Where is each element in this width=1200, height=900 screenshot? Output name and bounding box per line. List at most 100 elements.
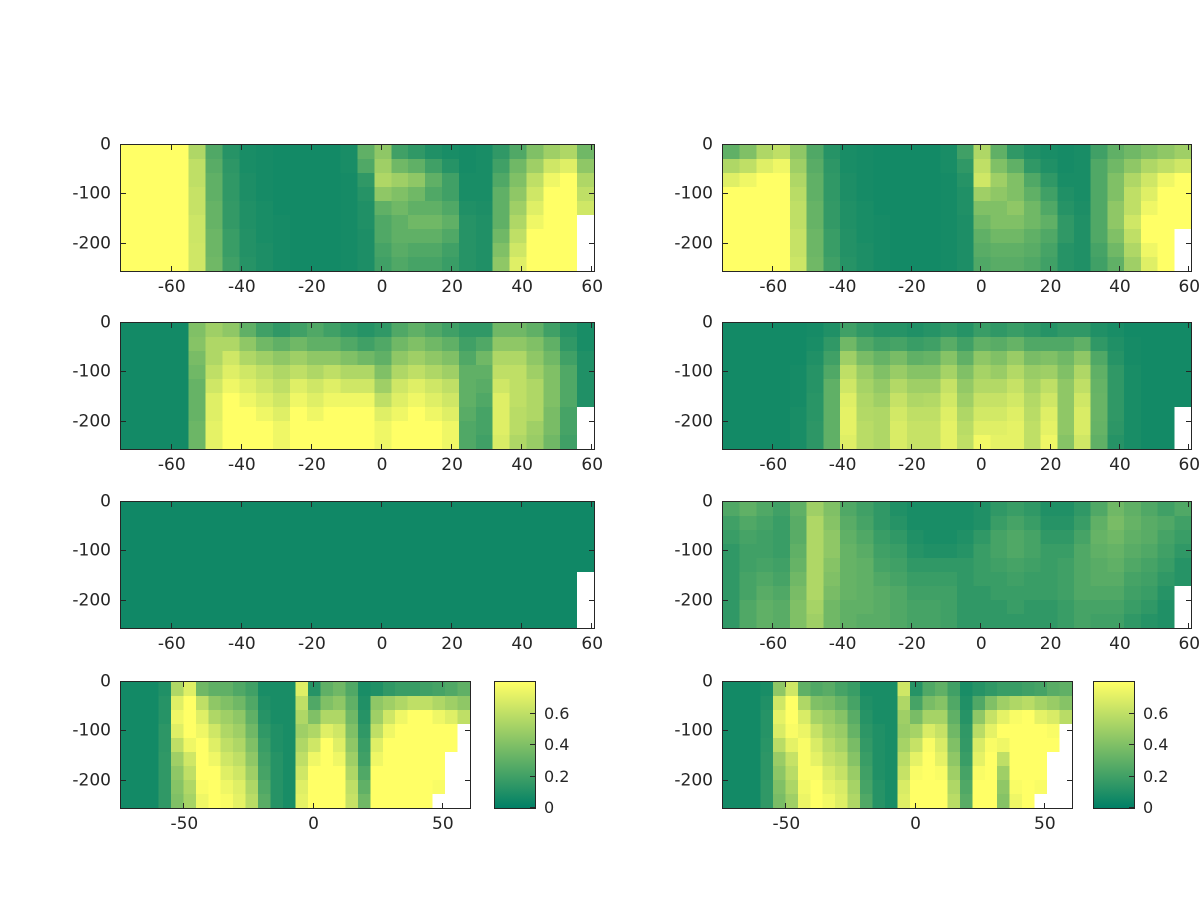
y-tick-mark	[121, 550, 126, 552]
heatmap-canvas	[723, 323, 1191, 449]
x-tick-mark	[521, 502, 523, 507]
x-tick-mark	[980, 323, 982, 328]
x-tick-label: 50	[432, 814, 454, 834]
x-tick-mark	[451, 502, 453, 507]
colorbar-right: 0 0.2 0.4 0.6	[1093, 681, 1168, 816]
y-tick-label: -200	[72, 233, 111, 254]
y-tick-label: 0	[702, 134, 713, 155]
x-tick-label: 60	[1178, 634, 1200, 654]
y-tick-label: 0	[100, 134, 111, 155]
y-tick-label: 0	[100, 312, 111, 333]
x-tick-mark	[980, 444, 982, 449]
x-tick-mark	[183, 803, 185, 808]
x-tick-mark	[310, 323, 312, 328]
y-tick-label: 0	[702, 312, 713, 333]
y-tick-mark	[1186, 599, 1191, 601]
y-tick-mark	[589, 550, 594, 552]
colorbar-tick-label: 0.6	[1143, 703, 1169, 723]
x-tick-label: -60	[759, 455, 788, 475]
x-tick-label: 0	[975, 277, 987, 297]
colorbar-tick-mark	[530, 744, 535, 745]
y-tick-mark	[723, 371, 728, 373]
x-tick-mark	[1049, 502, 1051, 507]
x-tick-mark	[310, 266, 312, 271]
x-tick-mark	[841, 266, 843, 271]
x-tick-mark	[1049, 444, 1051, 449]
y-tick-mark	[1186, 371, 1191, 373]
x-tick-mark	[521, 266, 523, 271]
y-tick-mark	[723, 779, 728, 781]
y-tick-mark	[723, 420, 728, 422]
x-tick-label: -60	[157, 634, 186, 654]
colorbar-tick-label: 0.4	[1143, 735, 1169, 754]
x-tick-mark	[1188, 502, 1190, 507]
x-tick-label: -60	[759, 634, 788, 654]
y-tick-label: 0	[702, 671, 713, 692]
x-tick-label: -40	[828, 277, 857, 297]
y-tick-mark	[589, 599, 594, 601]
x-tick-label: -60	[157, 455, 186, 475]
x-tick-label: -20	[898, 455, 926, 475]
y-tick-mark	[589, 193, 594, 195]
y-tick-mark	[465, 730, 470, 732]
x-tick-mark	[1188, 444, 1190, 449]
y-tick-mark	[121, 779, 126, 781]
x-tick-label: -50	[170, 814, 199, 834]
colorbar-tick-mark	[1129, 807, 1134, 808]
x-tick-label: 40	[1109, 277, 1131, 297]
x-tick-mark	[170, 145, 172, 150]
y-tick-mark	[1186, 420, 1191, 422]
x-tick-mark	[980, 266, 982, 271]
x-tick-mark	[1049, 623, 1051, 628]
y-tick-mark	[589, 322, 594, 323]
y-tick-label: -200	[674, 770, 713, 791]
x-tick-label: 60	[581, 277, 604, 297]
y-tick-mark	[723, 144, 728, 145]
heatmap-canvas	[121, 682, 470, 808]
x-tick-mark	[910, 323, 912, 328]
y-tick-mark	[121, 371, 126, 373]
y-tick-label: -200	[72, 411, 111, 432]
x-tick-mark	[785, 682, 787, 687]
y-tick-mark	[723, 550, 728, 552]
x-tick-mark	[183, 682, 185, 687]
x-tick-mark	[170, 266, 172, 271]
x-tick-label: 0	[308, 814, 320, 834]
x-tick-mark	[312, 803, 314, 808]
y-tick-mark	[121, 730, 126, 732]
colorbar-tick-mark	[530, 712, 535, 714]
x-tick-mark	[1118, 266, 1120, 271]
x-tick-mark	[441, 803, 443, 808]
y-tick-mark	[1186, 144, 1191, 145]
x-tick-label: 40	[511, 455, 533, 475]
x-tick-label: 60	[1178, 455, 1200, 475]
x-tick-mark	[310, 444, 312, 449]
x-tick-mark	[980, 623, 982, 628]
x-tick-label: 40	[1109, 455, 1131, 475]
x-tick-label: 40	[511, 277, 533, 297]
heatmap-panel-row4-right: -50 0 50 0 -100 -200	[674, 673, 1073, 833]
y-tick-mark	[1186, 550, 1191, 552]
x-tick-mark	[910, 266, 912, 271]
y-tick-mark	[121, 193, 126, 195]
x-tick-label: 20	[441, 455, 463, 475]
x-tick-mark	[521, 623, 523, 628]
x-tick-label: 60	[581, 455, 604, 475]
y-tick-mark	[723, 501, 728, 502]
x-tick-mark	[591, 266, 593, 271]
y-tick-label: -200	[674, 590, 713, 611]
x-tick-mark	[1049, 145, 1051, 150]
x-tick-mark	[841, 145, 843, 150]
x-tick-mark	[841, 623, 843, 628]
x-tick-mark	[381, 502, 383, 507]
colorbar-tick-label: 0.6	[544, 703, 570, 723]
x-tick-mark	[240, 444, 242, 449]
x-tick-mark	[310, 145, 312, 150]
heatmap-canvas	[121, 145, 594, 271]
y-tick-mark	[121, 681, 126, 682]
x-tick-mark	[240, 502, 242, 507]
x-tick-mark	[591, 323, 593, 328]
x-tick-label: 0	[376, 277, 388, 297]
y-tick-mark	[589, 501, 594, 502]
y-tick-label: -200	[72, 770, 111, 791]
